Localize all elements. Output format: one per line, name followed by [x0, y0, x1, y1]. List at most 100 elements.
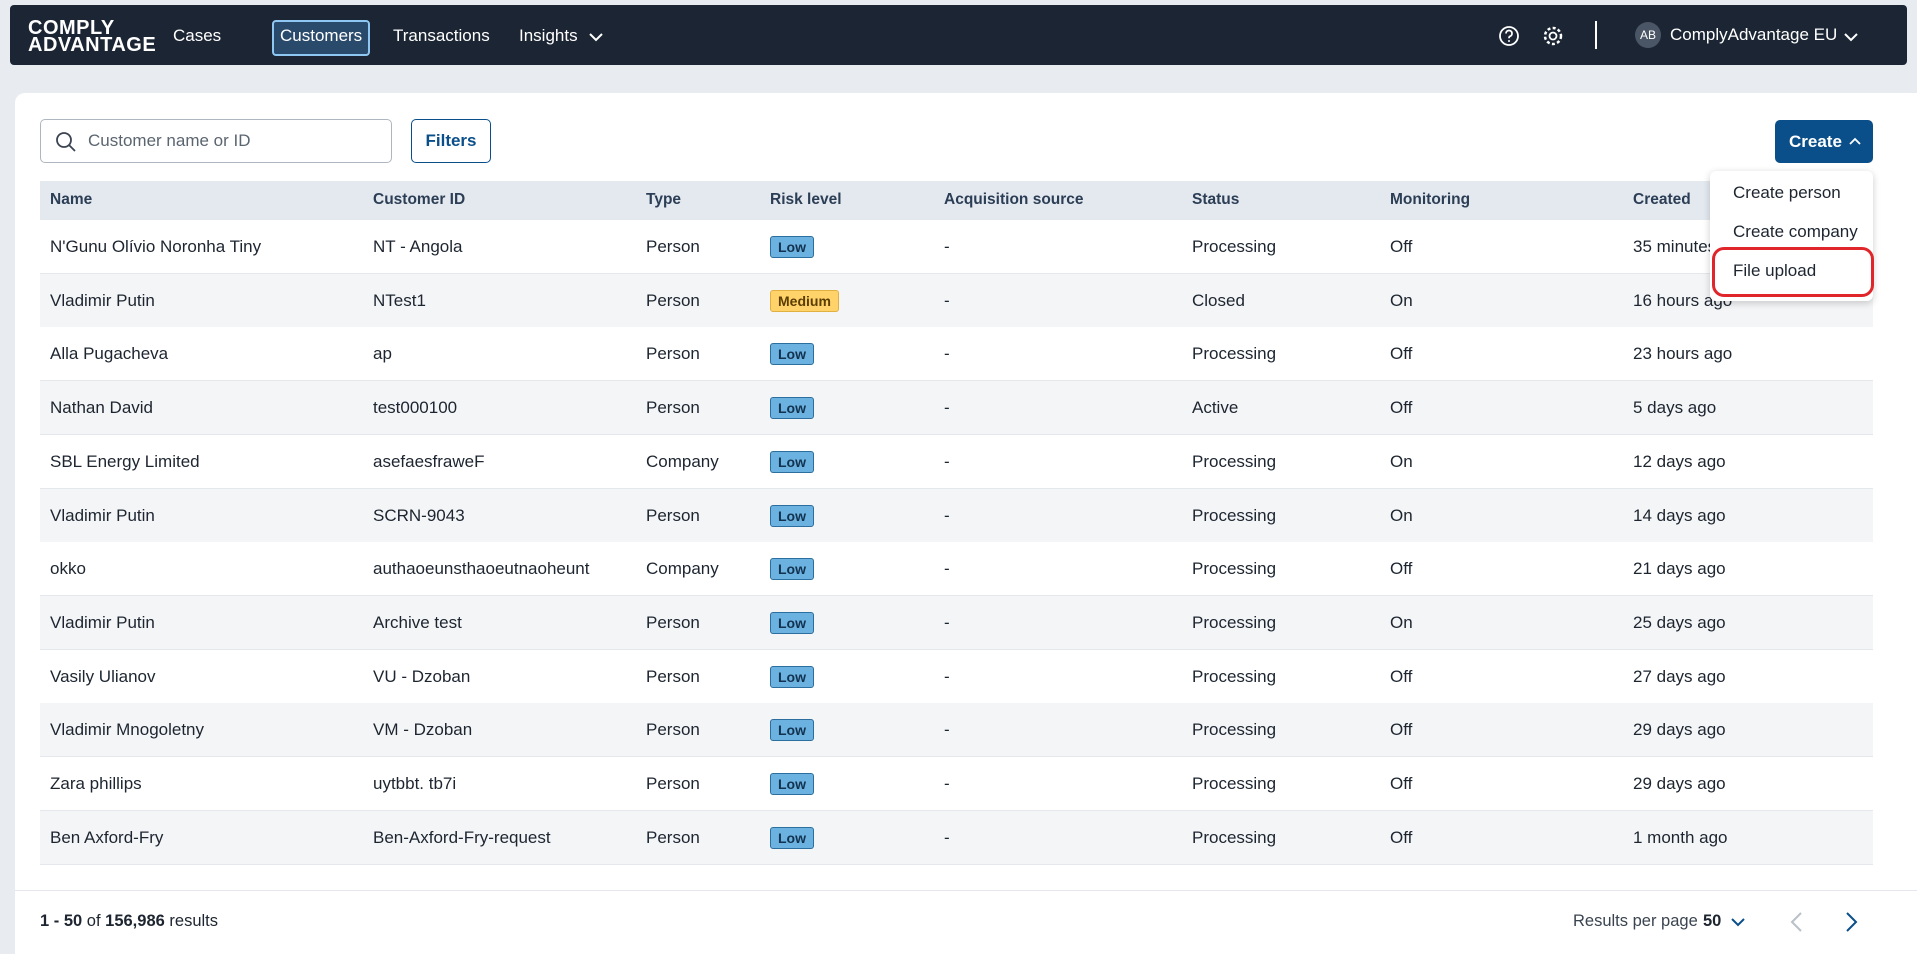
cell: Off — [1390, 237, 1413, 256]
prev-page[interactable] — [1789, 911, 1805, 933]
cell: Nathan David — [50, 398, 154, 418]
chevron[interactable] — [1731, 917, 1745, 927]
create-menu: Create person Create company File upload — [1710, 171, 1873, 301]
search-box[interactable]: Customer name or ID — [40, 119, 392, 163]
cell: Zara phillips — [50, 774, 142, 793]
chevron — [1844, 33, 1858, 42]
column-header[interactable]: Monitoring — [1390, 191, 1471, 208]
cell: - — [944, 612, 950, 632]
total: 156,986 — [105, 912, 165, 930]
cell: - — [944, 237, 950, 256]
cell: Person — [646, 398, 700, 418]
divider — [15, 890, 1917, 891]
cell: Closed — [1192, 290, 1245, 310]
next-page[interactable] — [1843, 911, 1859, 933]
cell: NTest1 — [373, 290, 426, 310]
cell: VU - Dzoban — [373, 666, 471, 686]
cell: Processing — [1192, 237, 1277, 256]
cell: Off — [1390, 398, 1413, 418]
table-row[interactable]: Nathan David test000100 Person Low - Active Of… — [40, 381, 1873, 436]
cell: 27 days ago — [1633, 666, 1726, 686]
chevron — [1849, 137, 1861, 145]
help-icon[interactable] — [1498, 25, 1520, 47]
cell: Person — [646, 720, 700, 740]
nav-item[interactable]: Transactions — [393, 26, 490, 45]
cell: Alla Pugacheva — [50, 344, 169, 364]
column-header[interactable]: Type — [646, 191, 682, 208]
risk-badge: Low — [770, 826, 814, 849]
cell: Person — [646, 774, 700, 793]
cell: authaoeunsthaoeutnaoheunt — [373, 559, 590, 579]
results-summary: 1 - 50 of 156,986 results — [40, 912, 218, 931]
logo: ADVANTAGE — [28, 34, 157, 56]
table-row[interactable]: N'Gunu Olívio Noronha Tiny NT - Angola Per… — [40, 220, 1873, 274]
table-row[interactable]: Alla Pugacheva ap Person Low - Processing Off 2… — [40, 327, 1873, 382]
nav-item[interactable]: Cases — [173, 26, 222, 45]
table-row[interactable]: SBL Energy Limited asefaesfraweF Company Lo… — [40, 434, 1873, 489]
cell: Processing — [1192, 720, 1277, 740]
cell: 29 days ago — [1633, 720, 1726, 740]
risk-badge: Low — [770, 558, 814, 581]
account-name[interactable]: ComplyAdvantage EU — [1670, 25, 1838, 44]
column-header[interactable]: Acquisition source — [944, 191, 1084, 208]
nav-item[interactable]: Customers — [272, 20, 371, 56]
of: of — [86, 912, 101, 930]
cell: Vladimir Putin — [50, 290, 155, 310]
table-row[interactable]: Vladimir Mnogoletny VM - Dzoban Person Low -… — [40, 703, 1873, 758]
search-icon — [56, 132, 76, 152]
cell: - — [944, 666, 950, 686]
logo[interactable]: COMPLY — [28, 17, 115, 39]
table-row[interactable]: Vladimir Putin Archive test Person Low - Proc… — [40, 595, 1873, 650]
risk-badge: Low — [770, 719, 814, 742]
cell: Person — [646, 666, 700, 686]
cell: Processing — [1192, 612, 1277, 632]
cell: uytbbt. tb7i — [373, 774, 457, 793]
avatar[interactable]: AB — [1635, 22, 1661, 48]
cell: Off — [1390, 559, 1413, 579]
divider — [1595, 21, 1597, 49]
column-header[interactable]: Status — [1192, 191, 1240, 208]
cell: Person — [646, 237, 700, 256]
settings-icon[interactable] — [1542, 25, 1564, 47]
column-header[interactable]: Risk level — [770, 191, 842, 208]
cell: 23 hours ago — [1633, 344, 1733, 364]
column-header[interactable]: Customer ID — [373, 191, 466, 208]
results-label: results — [169, 912, 219, 930]
menu-item[interactable]: Create company — [1733, 222, 1858, 241]
cell: Vladimir Mnogoletny — [50, 720, 205, 740]
cell: - — [944, 559, 950, 579]
column-header[interactable]: Created — [1633, 191, 1691, 208]
table-row[interactable]: Vladimir Putin SCRN-9043 Person Low - Process… — [40, 488, 1873, 543]
cell: okko — [50, 559, 86, 579]
table-row[interactable]: Ben Axford-Fry Ben-Axford-Fry-request Pers… — [40, 810, 1873, 865]
table-row[interactable]: Vladimir Putin NTest1 Person Medium - Closed O… — [40, 273, 1873, 328]
cell: Off — [1390, 666, 1413, 686]
chevron — [589, 33, 603, 42]
cell: 1 month ago — [1633, 827, 1728, 847]
search-placeholder: Customer name or ID — [88, 131, 251, 150]
cell: Vasily Ulianov — [50, 666, 156, 686]
cell: Person — [646, 344, 700, 364]
menu-item[interactable]: File upload — [1733, 261, 1817, 280]
per-page-value[interactable]: 50 — [1703, 912, 1722, 930]
table-row[interactable]: Zara phillips uytbbt. tb7i Person Low - Proce… — [40, 757, 1873, 811]
create-button[interactable]: Create — [1775, 120, 1873, 163]
cell: Processing — [1192, 344, 1277, 364]
cell: SBL Energy Limited — [50, 451, 200, 471]
menu-item[interactable]: Create person — [1733, 183, 1841, 202]
table-row[interactable]: okko authaoeunsthaoeutnaoheunt Company Low -… — [40, 542, 1873, 597]
risk-badge: Low — [770, 343, 814, 366]
cell: ap — [373, 344, 392, 364]
risk-badge: Low — [770, 236, 814, 258]
cell: 21 days ago — [1633, 559, 1726, 579]
risk-badge: Low — [770, 504, 814, 527]
filters-button[interactable]: Filters — [411, 119, 491, 163]
cell: 29 days ago — [1633, 774, 1726, 793]
cell: Company — [646, 559, 719, 579]
cell: Processing — [1192, 505, 1277, 525]
nav-item[interactable]: Insights — [519, 26, 578, 45]
top-nav: COMPLY ADVANTAGE AB ComplyAdvantage EU C… — [10, 5, 1907, 65]
cell: Processing — [1192, 559, 1277, 579]
table-row[interactable]: Vasily Ulianov VU - Dzoban Person Low - Proce… — [40, 649, 1873, 704]
column-header[interactable]: Name — [50, 191, 93, 208]
